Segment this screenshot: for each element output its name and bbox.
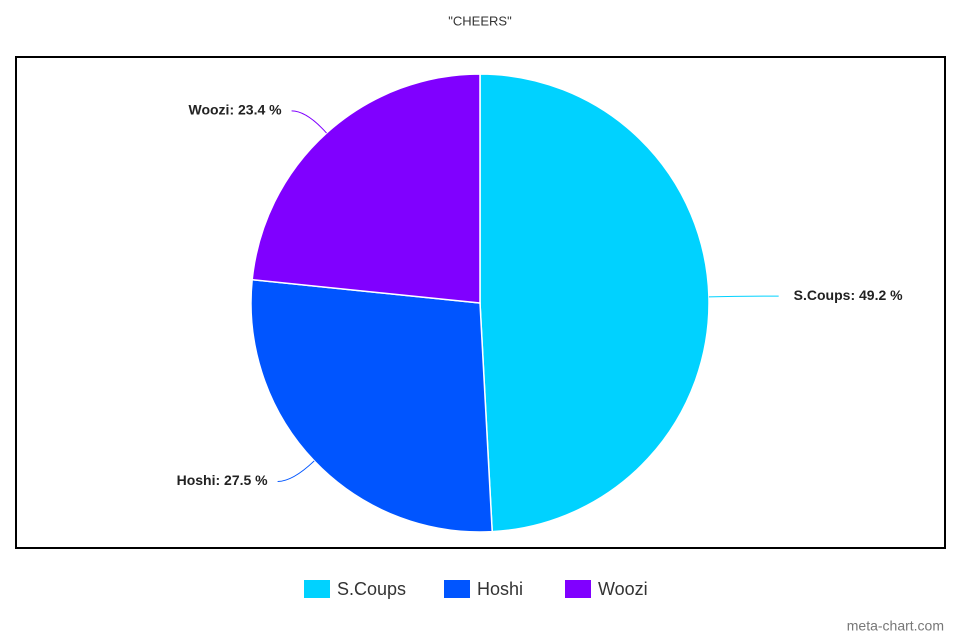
legend-swatch: [444, 580, 470, 598]
leader-line: [291, 110, 327, 134]
credit: meta-chart.com: [847, 618, 944, 634]
data-label: Woozi: 23.4 %: [188, 102, 282, 118]
data-label: Hoshi: 27.5 %: [177, 472, 269, 488]
pie-slice: [479, 73, 710, 533]
legend-swatch: [304, 580, 330, 598]
leader-line: [708, 295, 779, 298]
data-label: S.Coups: 49.2 %: [794, 287, 903, 303]
leader-line: [277, 460, 315, 482]
pie-slice: [251, 73, 481, 304]
legend-label: S.Coups: [337, 579, 406, 599]
legend-label: Woozi: [598, 579, 648, 599]
legend-label: Hoshi: [477, 579, 523, 599]
plot-frame: [15, 56, 946, 549]
legend-swatch: [565, 580, 591, 598]
chart-title: "CHEERS": [448, 13, 512, 28]
